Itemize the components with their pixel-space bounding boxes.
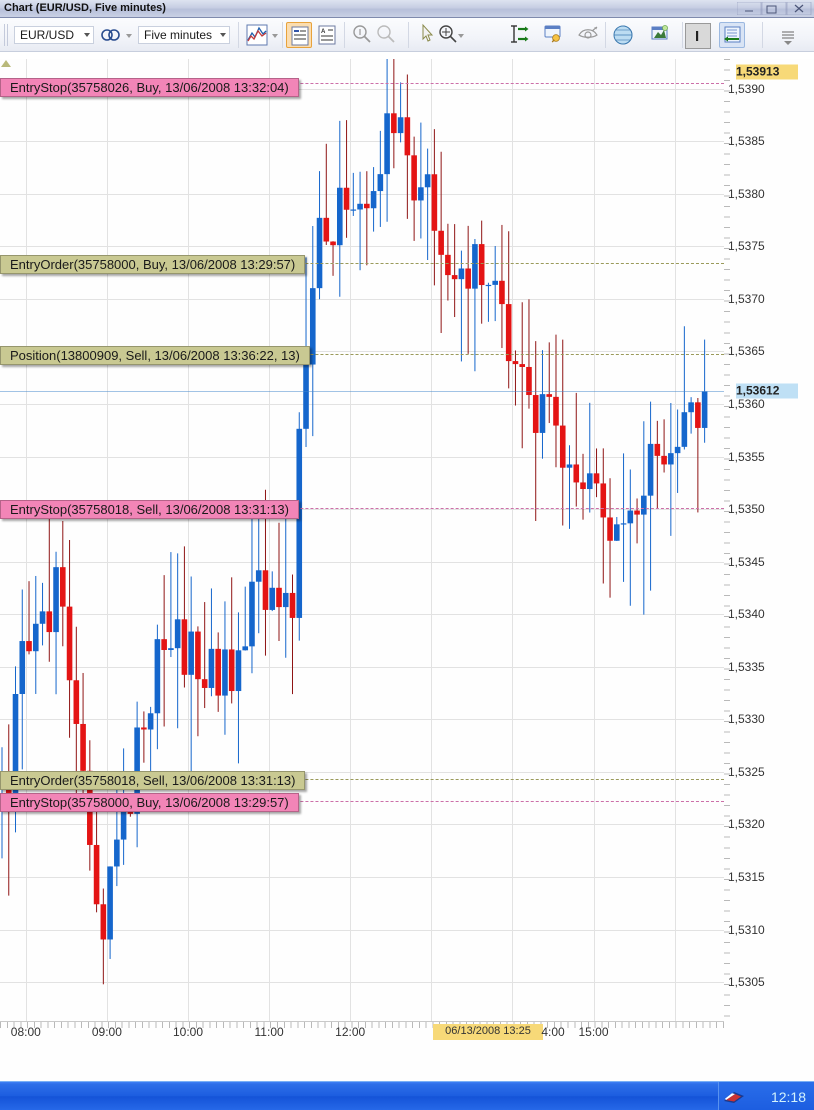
svg-text:A: A bbox=[321, 29, 326, 35]
svg-text:I: I bbox=[695, 28, 699, 45]
